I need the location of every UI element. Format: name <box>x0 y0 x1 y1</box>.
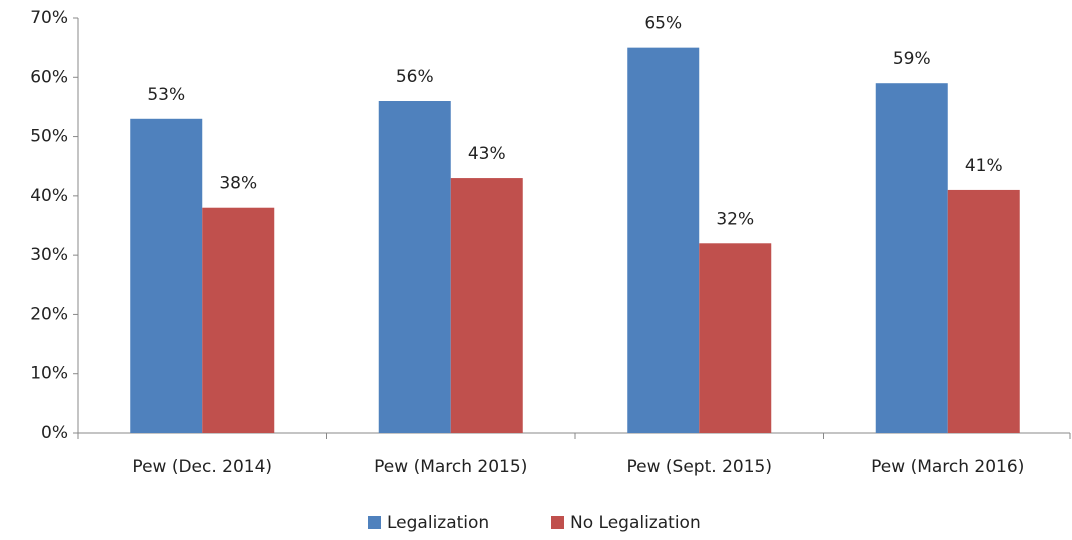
legend-label: No Legalization <box>570 513 701 533</box>
value-label: 41% <box>965 156 1003 176</box>
y-tick-label: 0% <box>41 423 68 443</box>
bar <box>947 189 1020 433</box>
x-tick-label: Pew (Sept. 2015) <box>627 457 772 477</box>
bar <box>699 243 772 433</box>
x-tick-label: Pew (March 2016) <box>871 457 1024 477</box>
bar <box>450 178 523 433</box>
x-tick-label: Pew (Dec. 2014) <box>132 457 272 477</box>
y-tick-label: 50% <box>30 127 68 147</box>
value-label: 53% <box>147 85 185 105</box>
value-label: 32% <box>716 209 754 229</box>
y-tick-label: 20% <box>30 304 68 324</box>
value-label: 65% <box>644 14 682 34</box>
value-label: 59% <box>893 49 931 69</box>
value-label: 56% <box>396 67 434 87</box>
legend-swatch <box>368 516 381 529</box>
legend-swatch <box>551 516 564 529</box>
bar <box>378 101 451 433</box>
y-tick-label: 70% <box>30 8 68 28</box>
value-label: 38% <box>219 174 257 194</box>
bar <box>202 207 275 433</box>
bar <box>130 118 203 434</box>
value-label: 43% <box>468 144 506 164</box>
y-tick-label: 40% <box>30 186 68 206</box>
x-tick-label: Pew (March 2015) <box>374 457 527 477</box>
y-tick-label: 10% <box>30 364 68 384</box>
bar <box>875 83 948 433</box>
y-tick-label: 60% <box>30 67 68 87</box>
y-tick-label: 30% <box>30 245 68 265</box>
legend-label: Legalization <box>387 513 489 533</box>
bar <box>627 47 700 434</box>
